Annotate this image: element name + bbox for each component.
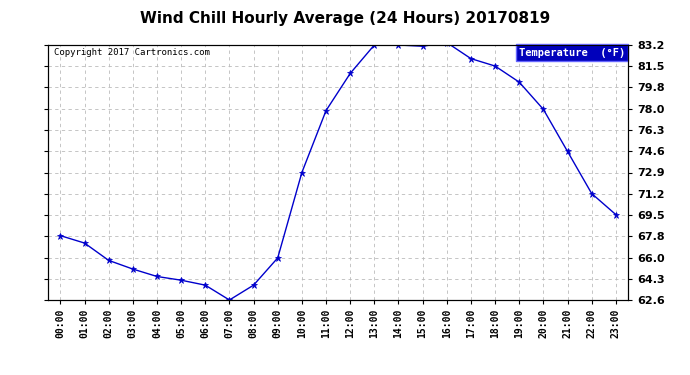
Text: Copyright 2017 Cartronics.com: Copyright 2017 Cartronics.com <box>54 48 210 57</box>
Text: Temperature  (°F): Temperature (°F) <box>519 48 625 57</box>
Text: Wind Chill Hourly Average (24 Hours) 20170819: Wind Chill Hourly Average (24 Hours) 201… <box>140 11 550 26</box>
